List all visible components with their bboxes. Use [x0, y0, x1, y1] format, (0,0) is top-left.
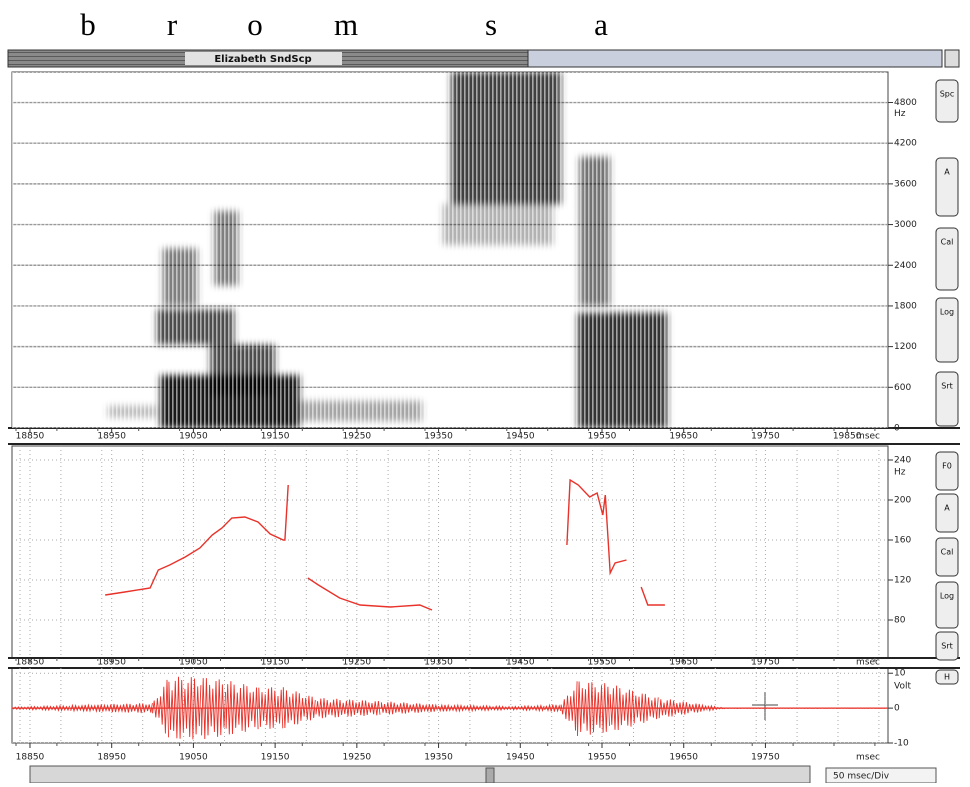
- y-tick-label: 600: [894, 383, 911, 393]
- button-face: [936, 582, 958, 628]
- scale-label: 50 msec/Div: [833, 772, 890, 782]
- x-tick-label: 19150: [261, 753, 290, 763]
- x-tick-label: 19450: [506, 753, 535, 763]
- y-tick-label: 2400: [894, 261, 917, 271]
- y-tick-label: 120: [894, 576, 911, 586]
- y-unit-label: Hz: [894, 468, 906, 478]
- y-tick-label: 0: [894, 424, 900, 434]
- x-tick-label: 19250: [343, 753, 372, 763]
- phoneme-label: o: [247, 7, 263, 42]
- button-label: Cal: [941, 548, 954, 557]
- button-face: [936, 494, 958, 532]
- screen: Elizabeth SndScp 50 msec/Div b r o m s a 0 600 1…: [0, 0, 970, 783]
- y-tick-label: 240: [894, 456, 911, 466]
- y-tick-label: 3000: [894, 220, 917, 230]
- panel-button[interactable]: Log: [936, 582, 958, 628]
- panel-button[interactable]: Cal: [936, 228, 958, 290]
- y-tick-label: 1200: [894, 342, 917, 352]
- x-tick-label: 19750: [751, 753, 780, 763]
- phoneme-label: a: [594, 7, 608, 42]
- phoneme-label: b: [80, 7, 96, 42]
- x-unit-label: msec: [856, 753, 880, 763]
- title-bar-right: [528, 50, 942, 67]
- panel-button[interactable]: Spc: [936, 80, 958, 122]
- y-tick-label: 0: [894, 704, 900, 714]
- panel-button[interactable]: A: [936, 158, 958, 216]
- panel-button[interactable]: Srt: [936, 632, 958, 660]
- panel-button[interactable]: Log: [936, 298, 958, 362]
- panel-button[interactable]: H: [936, 670, 958, 684]
- plot-area: [12, 72, 888, 428]
- phoneme-label: s: [485, 7, 497, 42]
- x-tick-label: 18950: [97, 753, 126, 763]
- button-label: Log: [940, 308, 954, 317]
- button-face: [936, 372, 958, 426]
- panel-button[interactable]: Cal: [936, 538, 958, 576]
- button-label: Cal: [941, 238, 954, 247]
- button-face: [936, 538, 958, 576]
- button-face: [936, 80, 958, 122]
- button-label: F0: [942, 462, 952, 471]
- x-tick-label: 19650: [669, 753, 698, 763]
- button-label: A: [944, 168, 950, 177]
- button-label: Spc: [940, 90, 955, 99]
- striation-overlay: [12, 72, 888, 428]
- x-unit-label: msec: [856, 432, 880, 442]
- x-tick-label: 19550: [588, 753, 617, 763]
- button-label: Srt: [941, 642, 953, 651]
- scrollbar[interactable]: [30, 766, 810, 783]
- x-tick-label: 18850: [16, 753, 45, 763]
- y-tick-label: 200: [894, 496, 911, 506]
- button-label: H: [944, 673, 950, 682]
- scroll-thumb[interactable]: [486, 768, 494, 783]
- panel-button[interactable]: F0: [936, 452, 958, 490]
- x-tick-label: 19050: [179, 753, 208, 763]
- y-tick-label: 3600: [894, 179, 917, 189]
- button-label: A: [944, 504, 950, 513]
- x-tick-label: 19350: [424, 753, 453, 763]
- y-unit-label: Hz: [894, 109, 906, 119]
- y-tick-label: -10: [894, 739, 909, 749]
- close-box[interactable]: [945, 50, 959, 67]
- panel-button[interactable]: A: [936, 494, 958, 532]
- y-tick-label: 4200: [894, 139, 917, 149]
- y-tick-label: 160: [894, 536, 911, 546]
- button-face: [936, 452, 958, 490]
- x-unit-label: msec: [856, 658, 880, 668]
- y-unit-label: Volt: [894, 682, 911, 692]
- phoneme-label: m: [334, 7, 358, 42]
- y-tick-label: 10: [894, 669, 906, 679]
- y-tick-label: 80: [894, 616, 906, 626]
- button-label: Srt: [941, 382, 953, 391]
- phoneme-label: r: [167, 7, 178, 42]
- y-tick-label: 4800: [894, 98, 917, 108]
- y-tick-label: 1800: [894, 301, 917, 311]
- window-title: Elizabeth SndScp: [214, 54, 311, 65]
- panel-button[interactable]: Srt: [936, 372, 958, 426]
- button-label: Log: [940, 592, 954, 601]
